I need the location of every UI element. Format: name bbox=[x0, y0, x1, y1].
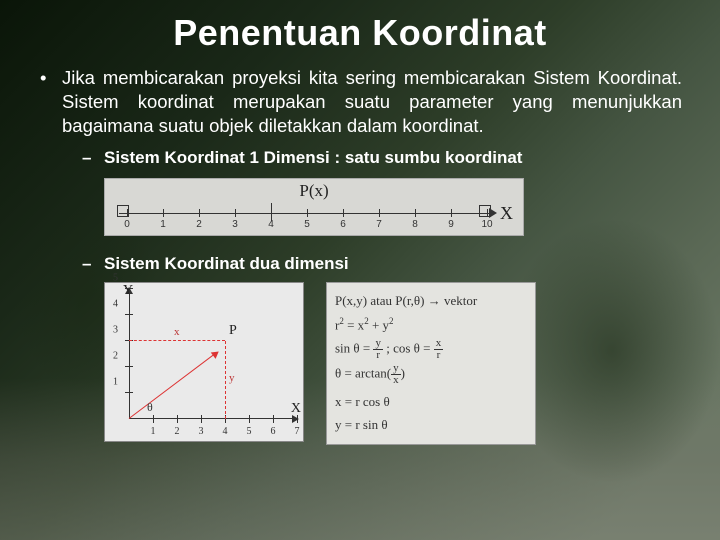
bullet-marker: • bbox=[38, 66, 62, 138]
fig2d-theta: θ bbox=[147, 400, 153, 415]
fig1d-tick bbox=[379, 209, 380, 217]
fig2d-xtick-label: 2 bbox=[175, 426, 180, 437]
fig1d-tick bbox=[127, 209, 128, 217]
fig2d-dash-vertical bbox=[225, 341, 226, 419]
body: • Jika membicarakan proyeksi kita sering… bbox=[38, 66, 682, 445]
fig1d-tick bbox=[307, 209, 308, 217]
figure-2d: X Y 1234567 12345 P θ x y P(x,y) atau P(… bbox=[104, 282, 682, 445]
fig2d-xtick-label: 5 bbox=[247, 426, 252, 437]
fig2d-ytick bbox=[125, 314, 133, 315]
fig2d-formulas: P(x,y) atau P(r,θ) → vektor r2 = x2 + y2… bbox=[326, 282, 536, 445]
fig1d-point-tick bbox=[271, 203, 272, 221]
fig2d-xtick bbox=[297, 415, 298, 423]
fig2d-ytick bbox=[125, 392, 133, 393]
fig2d-ytick bbox=[125, 366, 133, 367]
fig2d-xtick bbox=[153, 415, 154, 423]
fig2d-x-annot: x bbox=[174, 326, 180, 338]
subbullet-1: – Sistem Koordinat 1 Dimensi : satu sumb… bbox=[82, 148, 682, 168]
fig1d-tick bbox=[163, 209, 164, 217]
fig2d-ytick-label: 5 bbox=[113, 273, 118, 284]
formula-arctan: θ = arctan(yx) bbox=[335, 363, 527, 386]
fig2d-xtick bbox=[177, 415, 178, 423]
slide-container: Penentuan Koordinat • Jika membicarakan … bbox=[0, 0, 720, 540]
fig1d-tick bbox=[415, 209, 416, 217]
fig2d-x-label: X bbox=[291, 401, 301, 417]
fig2d-xtick-label: 6 bbox=[271, 426, 276, 437]
fig2d-plot: X Y 1234567 12345 P θ x y bbox=[104, 282, 304, 442]
fig2d-ytick bbox=[125, 288, 133, 289]
fig2d-xtick-label: 7 bbox=[295, 426, 300, 437]
formula-y: y = r sin θ bbox=[335, 415, 527, 436]
fig2d-xtick-label: 4 bbox=[223, 426, 228, 437]
bullet-1-text: Jika membicarakan proyeksi kita sering m… bbox=[62, 66, 682, 138]
fig2d-ytick-label: 2 bbox=[113, 351, 118, 362]
fig1d-tick-label: 6 bbox=[340, 219, 346, 230]
fig1d-tick bbox=[451, 209, 452, 217]
fig2d-xtick bbox=[249, 415, 250, 423]
figure-1d: P(x) X 012345678910 bbox=[104, 178, 682, 236]
fig1d-tick-label: 10 bbox=[481, 219, 492, 230]
fig2d-vector bbox=[129, 352, 217, 419]
fig1d-axis bbox=[119, 213, 493, 214]
fig2d-y-annot: y bbox=[229, 372, 235, 384]
fig2d-xtick-label: 3 bbox=[199, 426, 204, 437]
subbullet-2: – Sistem Koordinat dua dimensi bbox=[82, 254, 682, 274]
fig2d-ytick-label: 4 bbox=[113, 299, 118, 310]
formula-vector-notation: P(x,y) atau P(r,θ) → vektor bbox=[335, 291, 527, 312]
fig1d-tick-label: 7 bbox=[376, 219, 382, 230]
fig1d-tick bbox=[343, 209, 344, 217]
fig2d-y-label: Y bbox=[123, 283, 133, 299]
formula-r2: r2 = x2 + y2 bbox=[335, 314, 527, 336]
formula-sin-cos: sin θ = yr ; cos θ = xr bbox=[335, 338, 527, 361]
fig1d-box: P(x) X 012345678910 bbox=[104, 178, 524, 236]
fig2d-xtick-label: 1 bbox=[151, 426, 156, 437]
fig2d-xtick bbox=[273, 415, 274, 423]
fig2d-dash-horizontal bbox=[129, 340, 225, 341]
formula-x: x = r cos θ bbox=[335, 392, 527, 413]
fig2d-axis-y bbox=[129, 291, 130, 419]
fig1d-end-box bbox=[479, 205, 491, 217]
fig1d-tick-label: 3 bbox=[232, 219, 238, 230]
fig1d-tick bbox=[487, 209, 488, 217]
subbullet-1-text: Sistem Koordinat 1 Dimensi : satu sumbu … bbox=[104, 148, 522, 168]
slide-title: Penentuan Koordinat bbox=[38, 0, 682, 54]
fig1d-tick-label: 1 bbox=[160, 219, 166, 230]
dash-marker: – bbox=[82, 148, 104, 168]
fig1d-tick-label: 5 bbox=[304, 219, 310, 230]
fig1d-p-label: P(x) bbox=[299, 181, 328, 201]
bullet-1: • Jika membicarakan proyeksi kita sering… bbox=[38, 66, 682, 138]
fig1d-tick-label: 0 bbox=[124, 219, 130, 230]
fig1d-tick bbox=[235, 209, 236, 217]
fig1d-tick-label: 2 bbox=[196, 219, 202, 230]
fig2d-ytick-label: 3 bbox=[113, 325, 118, 336]
fig1d-tick-label: 8 bbox=[412, 219, 418, 230]
fig1d-tick-label: 9 bbox=[448, 219, 454, 230]
fig1d-x-label: X bbox=[500, 203, 513, 224]
fig2d-ytick-label: 1 bbox=[113, 377, 118, 388]
subbullet-2-text: Sistem Koordinat dua dimensi bbox=[104, 254, 349, 274]
fig2d-xtick bbox=[201, 415, 202, 423]
dash-marker: – bbox=[82, 254, 104, 274]
fig1d-tick bbox=[199, 209, 200, 217]
fig2d-point-label: P bbox=[229, 323, 237, 339]
